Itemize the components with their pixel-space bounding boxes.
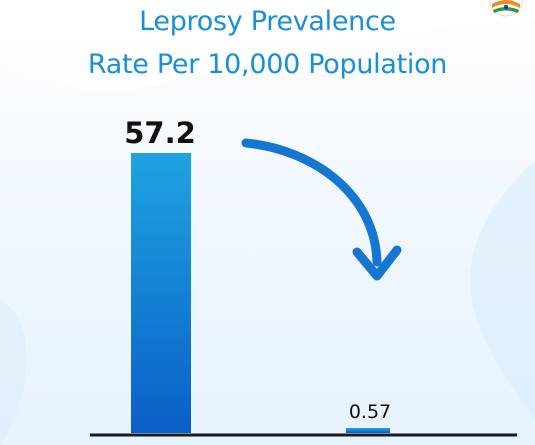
bar-1 — [131, 153, 191, 433]
chart-title-line1: Leprosy Prevalence — [139, 6, 396, 37]
bar-value-label-1: 57.2 — [124, 116, 196, 150]
chart-title-line2: Rate Per 10,000 Population — [87, 49, 448, 80]
bar-2 — [346, 428, 390, 433]
tricolor-badge-icon — [489, 0, 523, 17]
curved-down-arrow-icon — [241, 138, 402, 281]
bar-value-label-2: 0.57 — [349, 401, 391, 423]
